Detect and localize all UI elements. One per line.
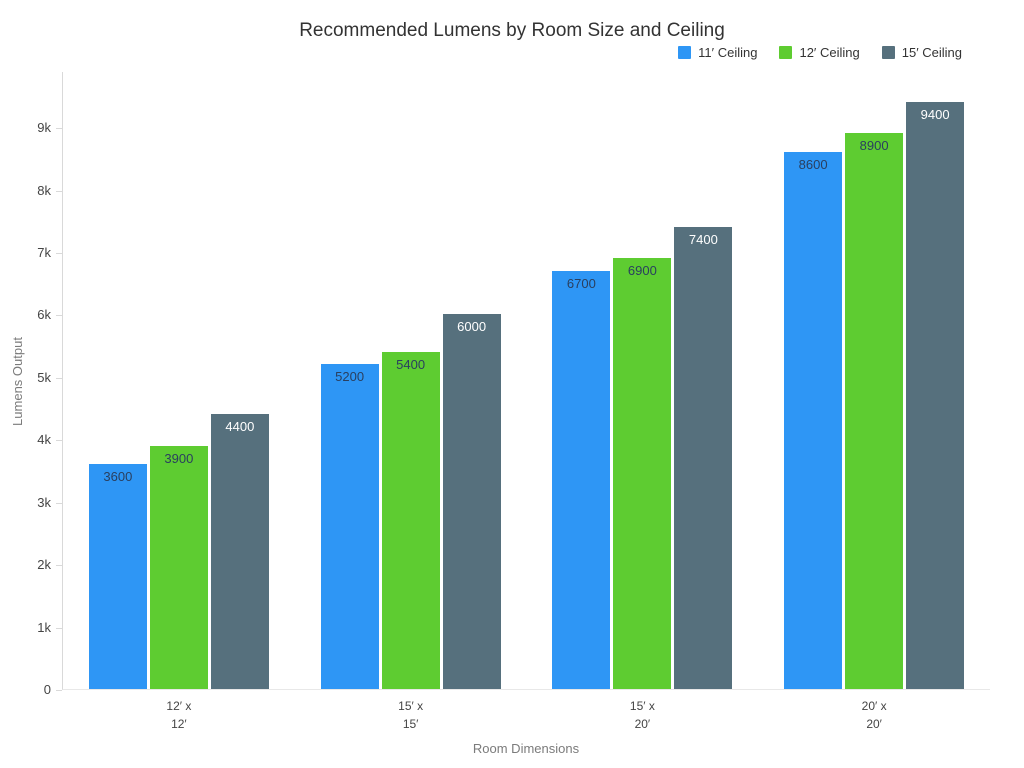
bar-value-label: 3900 <box>164 451 194 466</box>
x-tick-label: 20′ x 20′ <box>861 699 887 731</box>
bar-value-label: 7400 <box>688 232 718 247</box>
bar-group: 6700 6900 7400 15′ x 20′ <box>552 72 733 731</box>
x-tick-label: 15′ x 20′ <box>629 699 655 731</box>
bar-value-label: 4400 <box>225 419 255 434</box>
y-tick-label: 9k <box>37 120 51 136</box>
legend-swatch-icon <box>881 46 895 59</box>
legend-label: 12′ Ceiling <box>799 45 860 60</box>
legend-swatch-icon <box>779 46 793 59</box>
bar: 6000 <box>442 314 501 689</box>
y-tick-mark <box>56 627 62 629</box>
y-tick-mark <box>56 253 62 255</box>
y-tick-label: 7k <box>37 245 51 261</box>
y-tick-mark <box>56 315 62 317</box>
bar: 8600 <box>784 152 843 689</box>
legend-item[interactable]: 12′ Ceiling <box>779 45 860 60</box>
legend: 11′ Ceiling 12′ Ceiling 15′ Ceiling <box>678 45 962 60</box>
y-tick-mark <box>56 565 62 567</box>
bar: 5400 <box>381 352 440 689</box>
legend-swatch-icon <box>678 46 692 59</box>
y-axis-title: Lumens Output <box>9 336 25 426</box>
y-tick-mark <box>56 690 62 691</box>
y-tick-label: 0 <box>43 682 51 697</box>
bar-value-label: 8600 <box>798 157 828 172</box>
legend-item[interactable]: 11′ Ceiling <box>678 45 757 60</box>
bar-groups: 3600 3900 4400 12′ x 12′ 5200 5400 6000 15′ x 1… <box>63 72 990 731</box>
bar: 3900 <box>149 446 208 689</box>
y-axis-title-wrap: Lumens Output <box>0 72 34 690</box>
y-tick-mark <box>56 502 62 504</box>
bar-group: 3600 3900 4400 12′ x 12′ <box>88 72 269 731</box>
bar-value-label: 6700 <box>566 276 596 291</box>
y-tick-label: 5k <box>37 369 51 385</box>
bar-value-label: 9400 <box>920 107 950 122</box>
bar-value-label: 6900 <box>627 263 657 278</box>
chart-title: Recommended Lumens by Room Size and Ceil… <box>299 20 725 41</box>
y-tick-label: 2k <box>37 557 51 573</box>
bar: 4400 <box>210 414 269 689</box>
bar: 9400 <box>906 102 965 689</box>
bar-value-label: 8900 <box>859 138 889 153</box>
bar-value-label: 6000 <box>457 319 487 334</box>
y-tick-label: 4k <box>37 432 51 448</box>
bar-value-label: 5400 <box>396 357 426 372</box>
legend-label: 11′ Ceiling <box>698 45 758 60</box>
y-tick-mark <box>56 440 62 442</box>
legend-item[interactable]: 15′ Ceiling <box>881 45 962 60</box>
x-axis-title: Room Dimensions <box>472 741 580 756</box>
y-tick-mark <box>56 128 62 130</box>
x-tick-label: 12′ x 12′ <box>166 699 192 731</box>
bar: 6700 <box>552 271 611 689</box>
y-tick-mark <box>56 377 62 379</box>
y-tick-label: 3k <box>37 494 51 510</box>
bar: 5200 <box>320 364 379 689</box>
bar-value-label: 5200 <box>335 369 365 384</box>
y-tick-mark <box>56 190 62 192</box>
bar-value-label: 3600 <box>103 469 133 484</box>
bar: 7400 <box>674 227 733 689</box>
y-tick-label: 1k <box>37 619 51 635</box>
y-tick-label: 8k <box>37 182 51 198</box>
x-tick-label: 15′ x 15′ <box>398 699 424 731</box>
bar-group: 8600 8900 9400 20′ x 20′ <box>784 72 965 731</box>
y-tick-label: 6k <box>37 307 51 323</box>
bar-group: 5200 5400 6000 15′ x 15′ <box>320 72 501 731</box>
bar: 8900 <box>845 133 904 689</box>
plot-area: 3600 3900 4400 12′ x 12′ 5200 5400 6000 15′ x 1… <box>37 72 990 731</box>
legend-label: 15′ Ceiling <box>901 45 962 60</box>
bar: 6900 <box>613 258 672 689</box>
bar: 3600 <box>88 464 147 689</box>
